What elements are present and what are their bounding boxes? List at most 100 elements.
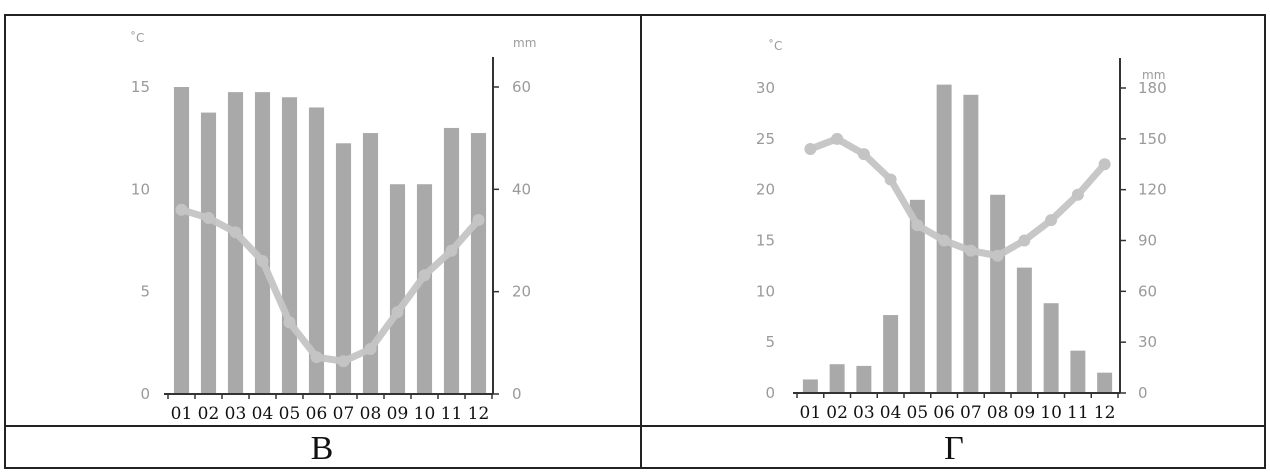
chart-1-right-tick: 20 [512, 283, 531, 301]
chart-2-temperature-point [938, 234, 951, 247]
chart-1-month-label: 01 [171, 404, 193, 424]
chart-2-left-tick: 15 [756, 232, 775, 250]
column-divider [640, 14, 642, 469]
chart-2-bar [909, 199, 925, 393]
chart-1-unit-right: mm [513, 36, 536, 50]
chart-2-bar [963, 94, 979, 394]
chart-2-temperature-point [911, 219, 924, 232]
chart-2-left-tick: 30 [756, 79, 775, 97]
chart-2-month-label: 05 [907, 403, 929, 423]
chart-1-temperature-point [337, 355, 350, 368]
chart-2-month-label: 07 [960, 403, 982, 423]
chart-1-right-tick: 60 [512, 78, 531, 96]
chart-1-temperature-point [229, 226, 242, 239]
chart-1-left-tick: 15 [131, 78, 150, 96]
chart-1-bar [443, 127, 460, 394]
chart-2-right-tick: 180 [1138, 79, 1167, 97]
chart-2-temperature-point [1018, 234, 1031, 247]
chart-2-unit-right: mm [1142, 68, 1165, 82]
chart-2-left-tick: 25 [756, 130, 775, 148]
chart-1-left-tick: 5 [140, 283, 150, 301]
chart-1-bar [470, 133, 487, 395]
chart-2-left-tick: 5 [765, 333, 775, 351]
chart-1-right-tick: 40 [512, 180, 531, 198]
chart-1-bar [200, 112, 217, 394]
chart-2-right-tick: 90 [1138, 232, 1157, 250]
chart-2-bar [856, 365, 872, 393]
chart-2-month-label: 01 [800, 403, 822, 423]
chart-2-temperature-point [831, 132, 844, 145]
chart-2-bar [883, 315, 899, 393]
chart-2-right-tick: 0 [1138, 384, 1148, 402]
chart-1-temperature-point [175, 203, 188, 216]
table-frame [4, 14, 1266, 469]
chart-1-month-label: 03 [225, 404, 247, 424]
chart-2-right-tick: 150 [1138, 130, 1167, 148]
chart-2-temperature-point [884, 173, 897, 186]
chart-2-right-tick: 120 [1138, 181, 1167, 199]
chart-2-bar [802, 379, 818, 393]
row-divider [4, 425, 1266, 427]
chart-2-month-label: 02 [826, 403, 848, 423]
chart-1-temperature-point [364, 342, 377, 355]
chart-2-left-tick: 10 [756, 282, 775, 300]
chart-1-month-label: 06 [306, 404, 328, 424]
chart-1-temperature-point [445, 244, 458, 257]
chart-2-temperature-point [964, 244, 977, 257]
chart-1-temperature-point [283, 316, 296, 329]
chart-1-right-tick: 0 [512, 385, 522, 403]
chart-2-month-label: 10 [1040, 403, 1062, 423]
chart-1-month-label: 04 [252, 404, 274, 424]
chart-2-bar [1070, 350, 1086, 393]
chart-1-bar [173, 87, 190, 394]
chart-2-bar [829, 364, 845, 393]
chart-1-unit-left: ˚C [130, 30, 144, 45]
chart-2-temperature-point [1045, 214, 1058, 227]
chart-2-bar [1043, 303, 1059, 393]
chart-1-bar [335, 143, 352, 394]
chart-1-bar [281, 97, 298, 394]
chart-2-month-label: 04 [880, 403, 902, 423]
panel-letter-g: Г [944, 430, 964, 467]
chart-2-unit-left: ˚C [768, 38, 782, 53]
chart-2-bar [1097, 372, 1113, 393]
chart-1-month-label: 11 [441, 404, 463, 424]
chart-2-bar [990, 194, 1006, 393]
chart-2-temperature-line [806, 135, 1109, 260]
chart-2-month-label: 06 [933, 403, 955, 423]
chart-1-bar [416, 184, 433, 394]
chart-1-temperature-point [202, 211, 215, 224]
chart-1-month-label: 10 [414, 404, 436, 424]
chart-2-month-label: 12 [1094, 403, 1116, 423]
chart-1-bar [254, 92, 271, 394]
chart-1-month-label: 08 [360, 404, 382, 424]
chart-2-month-label: 08 [987, 403, 1009, 423]
chart-2-month-label: 11 [1067, 403, 1089, 423]
panel-letter-v: В [310, 430, 334, 467]
chart-2-temperature-point [1071, 188, 1084, 201]
chart-1-bar [227, 92, 244, 394]
chart-1-month-label: 12 [468, 404, 490, 424]
chart-1-temperature-point [310, 351, 323, 364]
chart-2-temperature-point [804, 143, 817, 155]
chart-1-temperature-point [391, 306, 404, 319]
chart-2-temperature-point [991, 249, 1004, 262]
chart-1-temperature-point [418, 269, 431, 282]
chart-1-month-label: 09 [387, 404, 409, 424]
chart-1-temperature-point [256, 254, 269, 267]
chart-1-bar [389, 184, 406, 394]
chart-2-left-tick: 20 [756, 181, 775, 199]
chart-2-right-tick: 30 [1138, 333, 1157, 351]
chart-1-temperature-line [178, 206, 482, 365]
chart-1-bar [362, 133, 379, 395]
chart-2-right-tick: 60 [1138, 282, 1157, 300]
chart-1-temperature-point [472, 214, 485, 227]
chart-1-month-label: 02 [198, 404, 220, 424]
chart-1-month-label: 05 [279, 404, 301, 424]
chart-2-left-tick: 0 [765, 384, 775, 402]
chart-1-bar [308, 107, 325, 394]
chart-2-month-label: 09 [1014, 403, 1036, 423]
chart-2-temperature-point [857, 148, 870, 161]
chart-2-month-label: 03 [853, 403, 875, 423]
